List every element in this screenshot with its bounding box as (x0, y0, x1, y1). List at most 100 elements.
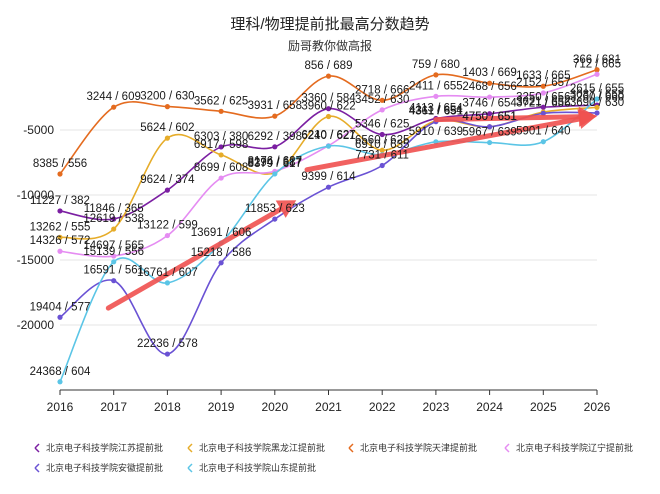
data-point[interactable] (164, 187, 170, 193)
data-point[interactable] (325, 113, 332, 120)
data-point[interactable] (164, 280, 170, 286)
data-point[interactable] (594, 67, 600, 73)
data-label: 9624 / 374 (140, 174, 195, 186)
data-point[interactable] (379, 107, 385, 113)
legend-item[interactable]: 北京电子科技学院天津提前批 (348, 442, 477, 453)
data-point[interactable] (57, 248, 63, 254)
legend-label: 北京电子科技学院山东提前批 (199, 462, 316, 473)
x-tick-label: 2018 (154, 400, 181, 414)
data-point[interactable] (325, 184, 332, 190)
data-point[interactable] (218, 144, 224, 150)
legend-label: 北京电子科技学院辽宁提前批 (516, 442, 633, 453)
legend-label: 北京电子科技学院安徽提前批 (46, 462, 163, 473)
data-point[interactable] (594, 71, 600, 77)
data-point[interactable] (272, 216, 278, 222)
x-axis: 2016 2017 2018 2019 2020 2021 2022 2023 2024 2025… (47, 389, 611, 414)
data-point[interactable] (487, 124, 493, 130)
data-point[interactable] (218, 175, 224, 181)
data-point[interactable] (487, 111, 493, 117)
data-label: 19404 / 577 (30, 301, 91, 313)
trend-arrows (105, 106, 597, 311)
legend-marker-icon (187, 463, 193, 473)
data-point[interactable] (487, 80, 493, 86)
legend[interactable]: 北京电子科技学院江苏提前批 北京电子科技学院黑龙江提前批 北京电子科技学院天津提前批… (34, 442, 633, 473)
data-label: 8379 / 617 (248, 158, 302, 170)
data-point[interactable] (325, 106, 332, 112)
data-point[interactable] (540, 90, 546, 96)
data-label: 14326 / 572 (30, 235, 91, 247)
data-label: 3452 / 630 (355, 94, 409, 106)
data-point[interactable] (540, 104, 546, 110)
x-tick-label: 2023 (423, 400, 450, 414)
data-point[interactable] (57, 379, 63, 385)
legend-marker-icon (348, 443, 354, 453)
data-point[interactable] (164, 135, 170, 141)
data-point[interactable] (164, 104, 170, 110)
data-point[interactable] (594, 96, 600, 102)
data-point[interactable] (540, 139, 546, 145)
data-point[interactable] (57, 234, 63, 241)
data-label: 2152 / 657 (516, 77, 570, 89)
data-point[interactable] (111, 216, 117, 222)
data-label: 8294 / 587 (248, 157, 302, 169)
data-point[interactable] (111, 259, 117, 265)
series-lines (57, 67, 600, 385)
data-label: 13122 / 599 (137, 220, 198, 232)
data-label: 3621 / 652 (516, 96, 570, 108)
y-tick-label: -5000 (23, 123, 54, 137)
data-label: 4361 / 651 (409, 106, 463, 118)
data-point[interactable] (325, 73, 332, 79)
data-point[interactable] (379, 97, 385, 103)
legend-item[interactable]: 北京电子科技学院黑龙江提前批 (187, 442, 325, 453)
data-point[interactable] (272, 144, 278, 150)
data-point[interactable] (164, 232, 170, 239)
data-point[interactable] (218, 152, 224, 158)
data-point[interactable] (540, 110, 546, 116)
data-label: 5967 / 639 (462, 127, 516, 139)
legend-item[interactable]: 北京电子科技学院安徽提前批 (34, 462, 163, 473)
x-tick-label: 2019 (208, 400, 235, 414)
data-label: 3562 / 625 (194, 95, 248, 107)
data-point[interactable] (379, 162, 385, 169)
legend-item[interactable]: 北京电子科技学院江苏提前批 (34, 442, 163, 453)
data-label: 7731 / 611 (355, 150, 409, 162)
y-tick-label: -10000 (17, 188, 55, 202)
data-label: 856 / 689 (305, 60, 353, 72)
data-point[interactable] (111, 278, 117, 284)
data-label: 3087 / 658 (570, 89, 624, 101)
data-point[interactable] (218, 108, 224, 114)
y-tick-label: -20000 (17, 318, 55, 332)
data-point[interactable] (111, 104, 117, 110)
data-point[interactable] (111, 253, 117, 259)
data-label: 759 / 680 (412, 59, 460, 71)
legend-item[interactable]: 北京电子科技学院辽宁提前批 (504, 442, 633, 453)
data-point[interactable] (57, 171, 63, 177)
data-point[interactable] (218, 260, 224, 266)
data-label: 2718 / 666 (355, 84, 409, 96)
data-point[interactable] (487, 94, 493, 100)
data-point[interactable] (379, 131, 385, 138)
data-label: 8176 / 627 (248, 155, 302, 167)
data-point[interactable] (272, 113, 278, 119)
data-point[interactable] (594, 110, 600, 116)
data-point[interactable] (379, 147, 385, 153)
data-point[interactable] (272, 171, 278, 177)
data-point[interactable] (433, 93, 439, 99)
data-point[interactable] (325, 143, 332, 149)
data-point[interactable] (57, 208, 63, 214)
legend-item[interactable]: 北京电子科技学院山东提前批 (187, 462, 316, 473)
data-point[interactable] (594, 104, 600, 110)
data-point[interactable] (111, 226, 117, 232)
data-point[interactable] (57, 314, 63, 320)
data-point[interactable] (164, 351, 170, 357)
data-point[interactable] (487, 139, 493, 146)
data-label: 12619 / 538 (83, 213, 144, 225)
x-tick-label: 2026 (584, 400, 611, 414)
x-tick-label: 2021 (315, 400, 342, 414)
data-point[interactable] (540, 83, 546, 89)
legend-label: 北京电子科技学院黑龙江提前批 (199, 442, 325, 453)
data-point[interactable] (433, 72, 439, 78)
data-label: 14697 / 565 (83, 240, 144, 252)
data-label: 24368 / 604 (30, 366, 91, 378)
